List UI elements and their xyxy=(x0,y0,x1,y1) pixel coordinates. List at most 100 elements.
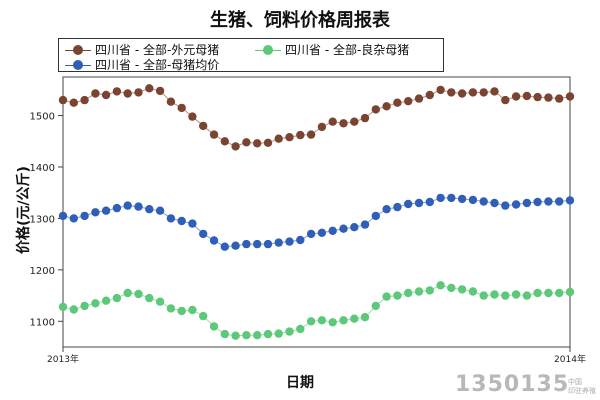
data-point xyxy=(177,306,186,316)
data-point xyxy=(555,197,564,206)
data-point xyxy=(220,137,229,146)
data-point xyxy=(522,291,532,300)
data-point xyxy=(339,316,348,325)
legend-swatch-icon xyxy=(65,44,91,56)
data-point xyxy=(231,331,240,340)
data-point xyxy=(242,239,251,249)
data-point xyxy=(317,122,327,132)
data-point xyxy=(58,302,68,312)
data-point xyxy=(371,105,380,114)
data-point xyxy=(479,88,488,97)
data-point xyxy=(479,291,488,300)
data-point xyxy=(436,193,445,203)
data-point xyxy=(393,98,402,107)
data-point xyxy=(231,142,240,151)
data-point xyxy=(123,288,132,298)
data-point xyxy=(404,199,413,209)
data-point xyxy=(328,226,337,235)
legend-label: 四川省 - 全部-母猪均价 xyxy=(95,58,220,72)
x-tick-label: 2014年 xyxy=(554,353,586,365)
data-point xyxy=(511,92,521,101)
data-point xyxy=(350,223,359,232)
data-point xyxy=(522,198,532,208)
data-point xyxy=(134,202,143,211)
data-point xyxy=(501,291,510,300)
data-point xyxy=(382,205,391,214)
data-point xyxy=(274,134,283,143)
watermark-subtext-line: 印驻养殖 xyxy=(568,387,596,395)
data-point xyxy=(296,235,305,245)
data-point xyxy=(371,211,380,221)
data-point xyxy=(263,138,273,147)
data-point xyxy=(414,94,424,103)
data-point xyxy=(447,283,456,293)
data-point xyxy=(91,89,100,98)
data-point xyxy=(490,198,499,208)
data-point xyxy=(134,289,143,299)
data-point xyxy=(285,237,294,246)
data-point xyxy=(80,211,89,221)
legend-item-waiyuan: 四川省 - 全部-外元母猪 xyxy=(65,41,219,58)
legend-swatch-icon xyxy=(255,44,281,56)
data-point xyxy=(69,98,79,107)
data-point xyxy=(177,216,186,226)
data-point xyxy=(253,331,262,340)
data-point xyxy=(544,93,553,102)
legend-label: 四川省 - 全部-外元母猪 xyxy=(95,43,220,57)
data-point xyxy=(425,197,434,207)
data-point xyxy=(306,229,316,239)
data-point xyxy=(101,206,111,215)
data-point xyxy=(199,229,208,239)
data-point xyxy=(209,322,219,331)
data-point xyxy=(274,238,283,247)
data-point xyxy=(242,138,251,147)
data-point xyxy=(155,86,165,96)
plot-frame xyxy=(62,76,571,348)
data-point xyxy=(425,286,434,295)
data-point xyxy=(112,87,122,96)
data-point xyxy=(112,293,122,303)
x-axis-label: 日期 xyxy=(286,375,314,391)
data-point xyxy=(328,318,337,327)
data-point xyxy=(69,305,79,314)
data-point xyxy=(91,208,100,217)
data-point xyxy=(565,196,575,205)
data-point xyxy=(80,95,89,105)
data-point xyxy=(263,239,273,249)
data-point xyxy=(555,94,564,103)
data-point xyxy=(177,103,186,113)
data-point xyxy=(188,219,197,228)
data-point xyxy=(382,292,391,301)
chart-title: 生猪、饲料价格周报表 xyxy=(210,10,390,31)
y-axis-label: 价格(元/公斤) xyxy=(16,166,32,254)
data-point xyxy=(58,211,68,221)
data-point xyxy=(339,224,348,233)
data-point xyxy=(533,197,542,207)
data-point xyxy=(80,301,89,311)
data-point xyxy=(231,241,240,250)
data-point xyxy=(166,214,176,223)
data-point xyxy=(501,95,510,105)
data-point xyxy=(155,297,165,306)
legend-item-liangza: 四川省 - 全部-良杂母猪 xyxy=(255,41,409,58)
data-point xyxy=(468,287,478,296)
data-point xyxy=(468,88,478,97)
data-point xyxy=(468,195,478,205)
data-point xyxy=(145,293,154,303)
data-point xyxy=(414,198,424,208)
data-point xyxy=(393,291,402,300)
data-point xyxy=(360,313,370,322)
data-point xyxy=(490,290,499,299)
y-tick-label: 1200 xyxy=(30,266,55,277)
data-point xyxy=(565,287,575,297)
data-point xyxy=(188,112,197,121)
data-point xyxy=(209,130,219,139)
data-point xyxy=(350,117,359,126)
data-point xyxy=(555,288,564,298)
data-point xyxy=(393,202,402,212)
data-point xyxy=(220,329,229,339)
data-point xyxy=(296,130,305,140)
data-point xyxy=(91,299,100,308)
data-point xyxy=(522,91,532,101)
